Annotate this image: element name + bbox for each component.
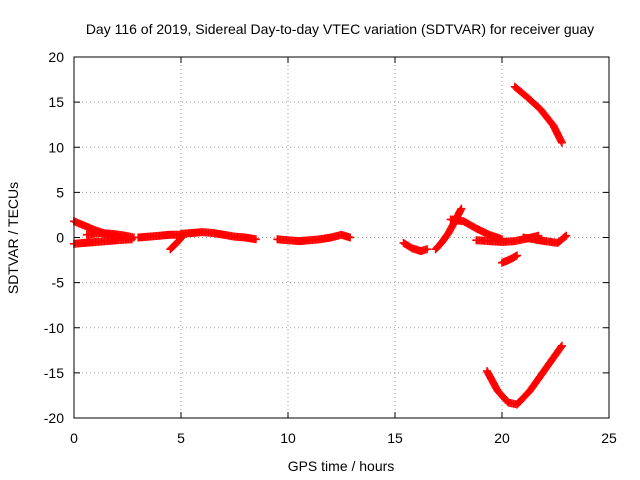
x-tick-label: 10	[280, 430, 296, 446]
x-tick-label: 0	[70, 430, 78, 446]
y-tick-label: -5	[52, 275, 65, 291]
data-point	[560, 232, 569, 241]
data-point	[557, 343, 566, 352]
data-point	[457, 204, 466, 213]
x-tick-label: 5	[177, 430, 185, 446]
data-point	[346, 233, 355, 242]
data-point	[562, 231, 571, 240]
series-track-15	[483, 341, 566, 409]
series-track-13	[519, 231, 571, 247]
y-tick-label: 10	[48, 139, 64, 155]
data-points	[70, 82, 571, 409]
y-tick-label: -10	[44, 320, 64, 336]
data-point	[423, 245, 432, 254]
y-tick-label: -15	[44, 365, 64, 381]
data-point	[251, 235, 260, 244]
series-track-12	[498, 251, 521, 267]
chart-title: Day 116 of 2019, Sidereal Day-to-day VTE…	[86, 21, 594, 37]
series-track-8	[399, 238, 432, 256]
y-tick-label: -20	[44, 410, 64, 426]
series-track-3	[82, 228, 138, 242]
x-tick-label: 15	[387, 430, 403, 446]
data-point	[557, 138, 566, 147]
y-tick-label: 0	[56, 230, 64, 246]
y-axis-label: SDTVAR / TECUs	[5, 182, 21, 294]
x-tick-label: 20	[494, 430, 510, 446]
axis-ticks: 0 5 10 15 20 25 -20 -15 -10 -5 0 5 10 15 20	[44, 49, 617, 446]
y-tick-label: 20	[48, 49, 64, 65]
series-track-6	[177, 228, 260, 244]
data-point	[512, 251, 521, 260]
series-track-14	[510, 82, 566, 147]
x-axis-label: GPS time / hours	[288, 458, 395, 474]
series-track-7	[273, 230, 355, 246]
x-tick-label: 25	[601, 430, 617, 446]
data-point	[557, 341, 566, 350]
y-tick-label: 5	[56, 184, 64, 200]
y-tick-label: 15	[48, 94, 64, 110]
